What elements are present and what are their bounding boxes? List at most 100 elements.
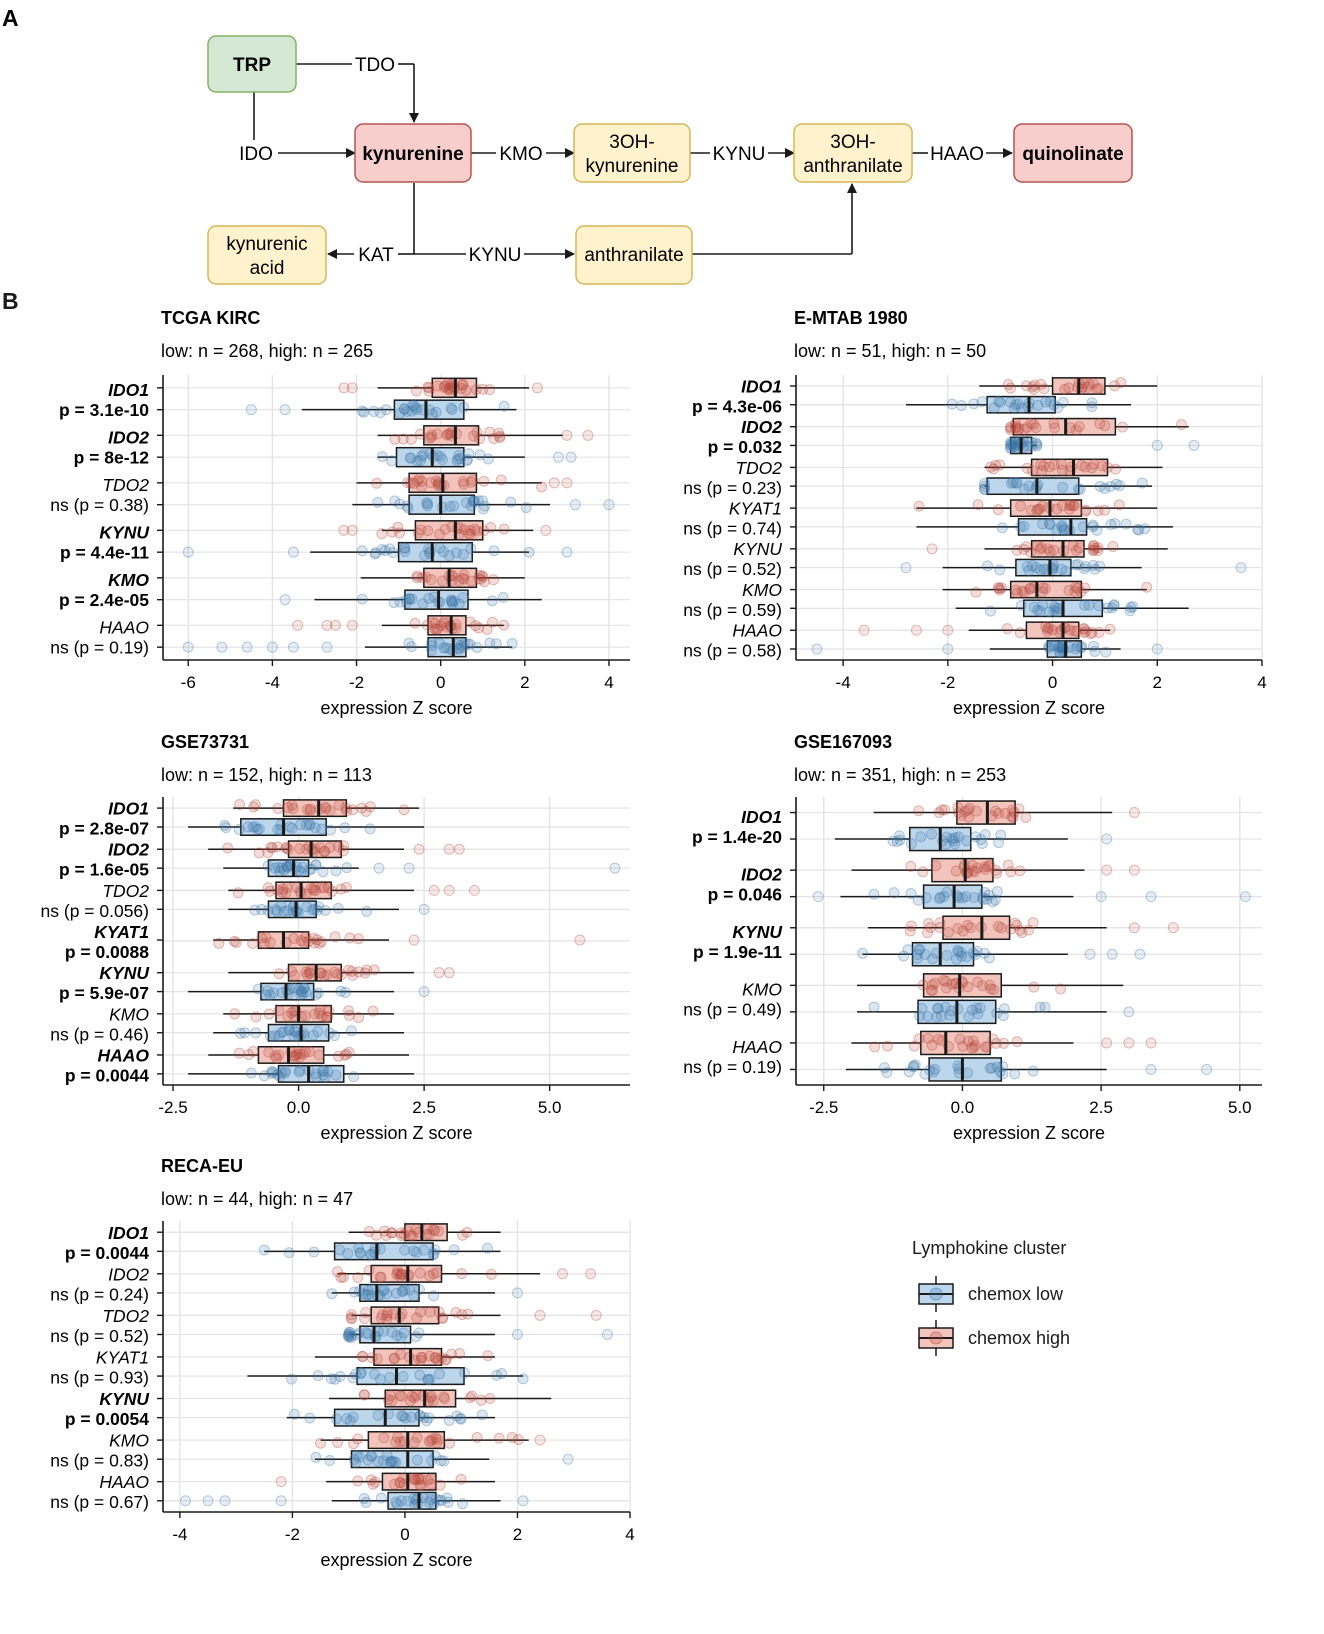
data-point — [484, 384, 496, 396]
data-point — [1002, 379, 1014, 391]
data-point — [295, 935, 307, 947]
data-point — [287, 900, 299, 912]
data-point — [368, 964, 380, 976]
data-point — [1010, 421, 1022, 433]
p-value-label: ns (p = 0.24) — [50, 1284, 149, 1304]
data-point — [399, 542, 411, 554]
data-point — [465, 543, 477, 555]
data-point — [1048, 418, 1060, 430]
node-3oh-kynurenine-line1: 3OH- — [609, 132, 654, 153]
data-point — [1030, 437, 1042, 449]
data-point — [913, 805, 925, 817]
data-point — [1004, 396, 1016, 408]
data-point — [423, 543, 435, 555]
data-point — [468, 430, 480, 442]
data-point — [961, 835, 973, 847]
data-point — [336, 969, 348, 981]
data-point — [404, 1395, 416, 1407]
data-point — [1036, 465, 1048, 477]
box-ido2-low — [223, 859, 621, 878]
data-point — [374, 1243, 386, 1255]
data-point — [444, 428, 456, 440]
data-point — [445, 1348, 457, 1360]
data-point — [368, 1368, 380, 1380]
data-point — [309, 903, 321, 915]
data-point — [301, 803, 313, 815]
data-point — [1064, 624, 1076, 636]
box-tdo2-high — [345, 1306, 602, 1325]
data-point — [422, 381, 434, 393]
data-point — [1056, 500, 1068, 512]
chart-subtitle: low: n = 268, high: n = 265 — [161, 341, 373, 361]
data-point — [421, 1415, 433, 1427]
tick-label-x: 0 — [400, 1525, 409, 1544]
data-point — [1085, 628, 1097, 640]
data-point — [456, 1309, 468, 1321]
data-point — [485, 521, 497, 533]
data-point — [411, 1454, 423, 1466]
outlier-point — [565, 451, 577, 463]
data-point — [370, 1331, 382, 1343]
outlier-point — [561, 546, 573, 558]
data-point — [1005, 477, 1017, 489]
chart-title: RECA-EU — [161, 1156, 243, 1176]
edge-label-haao: HAAO — [930, 144, 984, 165]
data-point — [1071, 641, 1083, 653]
box-haao-high — [851, 1030, 1157, 1056]
outlier-point — [540, 524, 552, 536]
data-point — [446, 595, 458, 607]
p-value-label: ns (p = 0.23) — [683, 478, 782, 498]
data-point — [434, 1479, 446, 1491]
data-point — [432, 1433, 444, 1445]
outlier-point — [562, 1453, 574, 1465]
data-point — [909, 1059, 921, 1071]
data-point — [335, 985, 347, 997]
data-point — [309, 843, 321, 855]
data-point — [495, 474, 507, 486]
data-point — [950, 978, 962, 990]
data-point — [337, 845, 349, 857]
node-anthranilate-label: anthranilate — [584, 245, 683, 266]
data-point — [1060, 565, 1072, 577]
data-point — [329, 1373, 341, 1385]
outlier-point — [1188, 439, 1200, 451]
data-point — [426, 640, 438, 652]
data-point — [977, 980, 989, 992]
data-point — [309, 822, 321, 834]
data-point — [523, 546, 535, 558]
data-point — [262, 847, 274, 859]
data-point — [286, 822, 298, 834]
data-point — [938, 891, 950, 903]
data-point — [281, 984, 293, 996]
data-point — [962, 981, 974, 993]
data-point — [935, 1010, 947, 1022]
data-point — [1026, 436, 1038, 448]
data-point — [1058, 622, 1070, 634]
data-point — [264, 989, 276, 1001]
outlier-point — [1145, 1037, 1157, 1049]
tick-label-x: -6 — [181, 673, 196, 692]
data-point — [427, 1224, 439, 1236]
data-point — [911, 949, 923, 961]
data-point — [1055, 983, 1067, 995]
box-iqr — [257, 1045, 325, 1064]
data-point — [1048, 544, 1060, 556]
data-point — [1010, 399, 1022, 411]
data-point — [396, 1390, 408, 1402]
data-point — [421, 500, 433, 512]
data-point — [422, 1374, 434, 1386]
gene-label: KMO — [742, 980, 782, 1000]
data-point — [347, 1372, 359, 1384]
box-iqr — [257, 931, 310, 950]
data-point — [343, 964, 355, 976]
data-point — [404, 593, 416, 605]
data-point — [294, 885, 306, 897]
data-point — [932, 1003, 944, 1015]
data-point — [247, 1045, 259, 1057]
data-point — [995, 922, 1007, 934]
data-point — [292, 1030, 304, 1042]
box-tdo2-low — [228, 900, 430, 919]
node-3oh-anthranilate-line1: 3OH- — [830, 132, 875, 153]
data-point — [275, 900, 287, 912]
